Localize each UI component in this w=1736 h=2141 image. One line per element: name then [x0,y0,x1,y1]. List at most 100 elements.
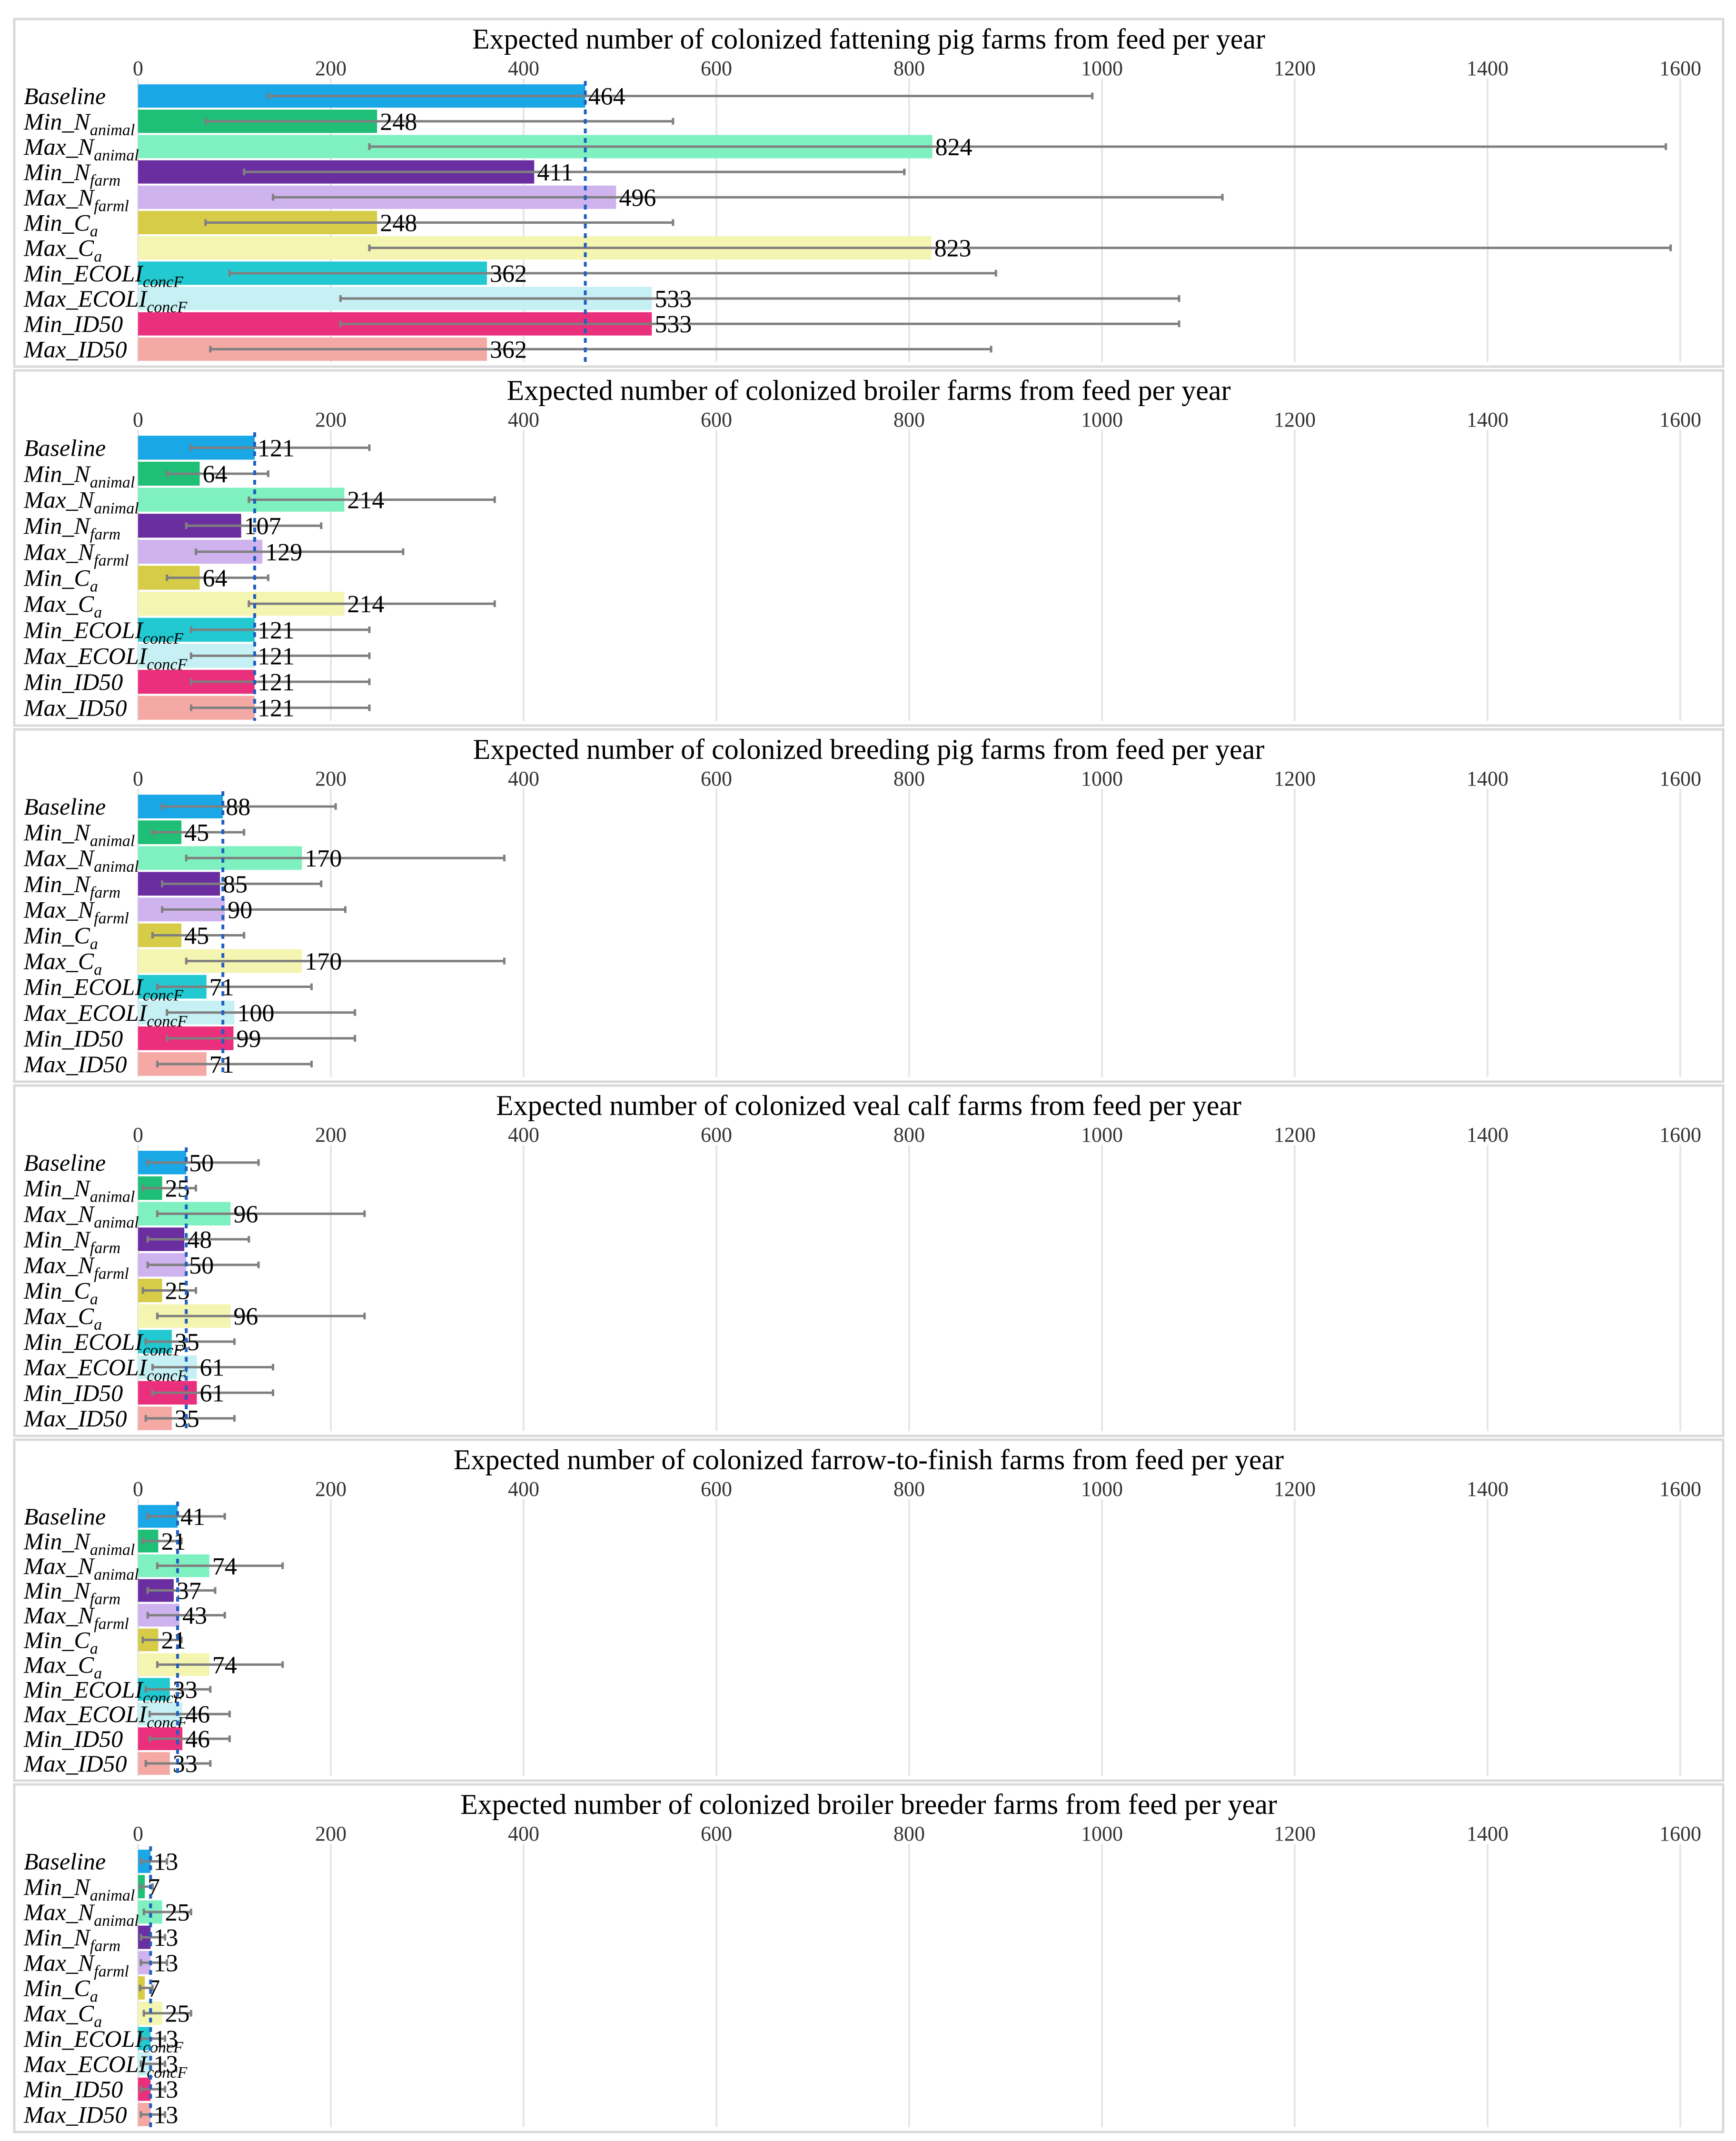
chart2-category-label-max-id50: Max_ID50 [23,695,127,721]
chart2-category-label-min-c-a: Min_Ca [23,565,98,596]
chart1-value-label-max-c-a: 823 [934,235,972,262]
chart6-value-label-min-n-farm: 13 [153,1924,178,1952]
chart3-category-label-min-c-a: Min_Ca [23,922,98,953]
chart4-category-label-max-c-a: Max_Ca [23,1303,102,1334]
chart5-value-label-max-n-farml: 43 [182,1603,207,1630]
chart1-category-label-max-n-animal: Max_Nanimal [23,133,139,164]
chart5-tick-1400: 1400 [1467,1477,1508,1501]
chart5-value-label-min-c-a: 21 [161,1627,186,1654]
chart3-value-label-max-c-a: 170 [305,948,342,976]
chart4-category-label-min-n-farm: Min_Nfarm [23,1226,120,1257]
chart4-category-label-min-ecoli-concf: Min_ECOLIconcF [23,1328,184,1359]
chart2-tick-200: 200 [315,408,347,431]
chart1-tick-400: 400 [508,57,539,80]
chart3-category-label-max-n-animal: Max_Nanimal [23,845,139,876]
chart6-tick-1400: 1400 [1467,1822,1508,1845]
chart1-tick-1000: 1000 [1081,57,1123,80]
chart2-value-label-max-id50: 121 [258,695,295,722]
chart6-tick-1600: 1600 [1659,1822,1701,1845]
chart2-tick-1200: 1200 [1274,408,1316,431]
chart3-value-label-min-id50: 99 [236,1026,261,1053]
chart5-tick-200: 200 [315,1477,347,1501]
chart5-value-label-max-c-a: 74 [212,1652,237,1679]
chart1-category-label-min-n-animal: Min_Nanimal [23,108,135,139]
chart3-tick-200: 200 [315,767,347,790]
chart4-category-label-baseline: Baseline [24,1149,106,1176]
chart1-value-label-max-n-animal: 824 [935,134,972,161]
chart1-value-label-max-ecoli-concf: 533 [655,286,692,313]
chart2-value-label-max-c-a: 214 [347,591,384,618]
chart5-category-label-max-n-animal: Max_Nanimal [23,1553,139,1583]
chart4-tick-1400: 1400 [1467,1123,1508,1146]
chart6-value-label-min-id50: 13 [153,2076,178,2103]
chart2-tick-1000: 1000 [1081,408,1123,431]
chart1-title: Expected number of colonized fattening p… [472,23,1265,55]
chart1-category-label-max-n-farml: Max_Nfarml [23,184,129,215]
chart6-category-label-min-n-animal: Min_Nanimal [23,1873,135,1904]
chart3-tick-1400: 1400 [1467,767,1508,790]
chart2-value-label-min-c-a: 64 [203,565,228,592]
chart5-value-label-max-ecoli-concf: 46 [185,1701,210,1728]
chart5-tick-1200: 1200 [1274,1477,1316,1501]
chart5-panel [13,1438,1725,1782]
chart1-tick-1200: 1200 [1274,57,1316,80]
chart2-category-label-min-n-farm: Min_Nfarm [23,512,120,543]
chart4-category-label-max-n-farml: Max_Nfarml [23,1252,129,1283]
chart3-category-label-min-n-animal: Min_Nanimal [23,819,135,850]
chart6-value-label-max-id50: 13 [153,2101,178,2129]
chart6-tick-600: 600 [701,1822,732,1845]
chart2-category-label-max-c-a: Max_Ca [23,590,102,621]
chart2-value-label-max-n-farml: 129 [265,539,302,566]
chart3-category-label-min-id50: Min_ID50 [23,1025,123,1052]
chart4-value-label-max-n-animal: 96 [233,1201,258,1228]
chart6-tick-400: 400 [508,1822,539,1845]
chart6-value-label-max-c-a: 25 [165,2001,190,2028]
chart2-value-label-max-ecoli-concf: 121 [258,643,295,670]
chart3-tick-400: 400 [508,767,539,790]
chart3-value-label-max-ecoli-concf: 100 [238,1000,275,1027]
chart1-tick-600: 600 [701,57,732,80]
chart1-category-label-baseline: Baseline [24,83,106,110]
chart6-value-label-max-n-animal: 25 [165,1899,190,1926]
chart4-value-label-max-c-a: 96 [233,1303,258,1330]
chart5-tick-1000: 1000 [1081,1477,1123,1501]
chart2-category-label-max-n-animal: Max_Nanimal [23,487,139,518]
chart3-category-label-min-n-farm: Min_Nfarm [23,870,120,901]
chart3-value-label-max-id50: 71 [209,1051,234,1078]
chart4-value-label-max-ecoli-concf: 61 [200,1354,225,1382]
chart2-category-label-max-ecoli-concf: Max_ECOLIconcF [23,642,188,673]
chart6-value-label-max-ecoli-concf: 13 [153,2051,178,2078]
chart5-value-label-min-ecoli-concf: 33 [173,1676,198,1703]
chart4-value-label-min-n-farm: 48 [187,1226,212,1254]
chart6-category-label-max-n-farml: Max_Nfarml [23,1949,129,1980]
chart2-tick-0: 0 [133,408,143,431]
chart4-category-label-max-id50: Max_ID50 [23,1405,127,1432]
chart5-category-label-max-n-farml: Max_Nfarml [23,1602,129,1633]
chart2-value-label-max-n-animal: 214 [347,487,384,514]
chart2-category-label-max-n-farml: Max_Nfarml [23,538,129,569]
chart3-value-label-min-n-animal: 45 [184,819,209,846]
chart4-value-label-min-id50: 61 [200,1380,225,1407]
chart3-value-label-min-c-a: 45 [184,923,209,950]
chart3-category-label-max-id50: Max_ID50 [23,1051,127,1077]
chart2-category-label-baseline: Baseline [24,434,106,461]
chart1-value-label-min-n-animal: 248 [380,109,417,136]
chart5-tick-800: 800 [893,1477,925,1501]
chart5-value-label-min-n-animal: 21 [161,1528,186,1555]
chart4-value-label-baseline: 50 [189,1150,214,1177]
chart2-tick-1600: 1600 [1659,408,1701,431]
chart5-category-label-min-id50: Min_ID50 [23,1725,123,1752]
chart3-category-label-max-n-farml: Max_Nfarml [23,896,129,927]
chart4-tick-1600: 1600 [1659,1123,1701,1146]
chart3-category-label-max-c-a: Max_Ca [23,948,102,979]
chart3-value-label-max-n-farml: 90 [228,896,252,924]
chart2-value-label-min-ecoli-concf: 121 [258,617,295,644]
chart1-category-label-min-c-a: Min_Ca [23,209,98,240]
chart6-tick-0: 0 [133,1822,143,1845]
chart1-value-label-baseline: 464 [588,83,625,110]
chart3-value-label-max-n-animal: 170 [305,845,342,872]
chart6-value-label-max-n-farml: 13 [153,1950,178,1977]
chart6-title: Expected number of colonized broiler bre… [460,1789,1277,1820]
chart3-tick-0: 0 [133,767,143,790]
